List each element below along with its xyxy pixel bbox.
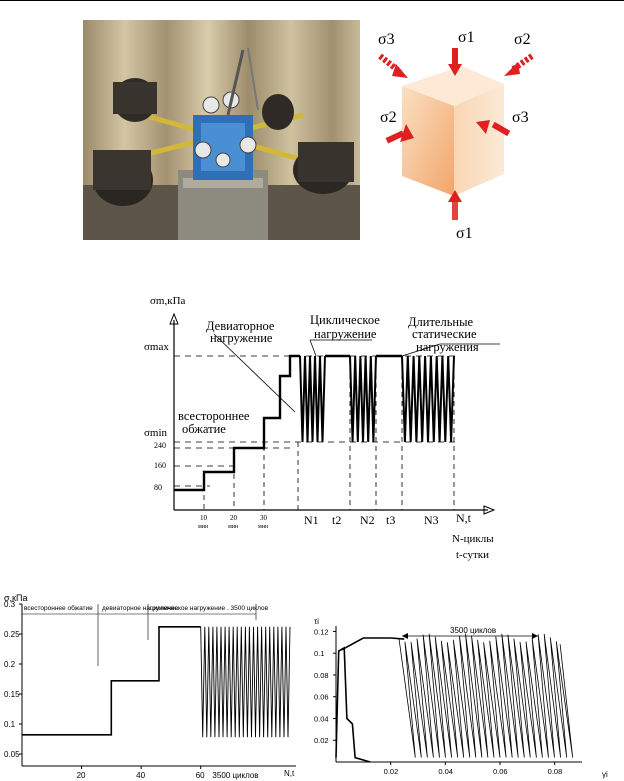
stage-label: N,t: [456, 511, 472, 525]
annotation-cycles: 3500 циклов: [450, 626, 496, 635]
stress-time-chart: σ,кПа 0.3 0.25 0.2 0.15 0.1 0.05 20 40 60 3500 ц…: [4, 593, 296, 780]
y-tick-label: 0.05: [4, 750, 20, 759]
sigma-label: σ1: [458, 29, 475, 46]
y-tick-label: 0.12: [314, 627, 329, 636]
x-axis-label: N,t: [284, 769, 295, 778]
y-tick-label: 0.06: [314, 693, 329, 702]
cycle-mark: [401, 355, 455, 443]
y-tick-label: 0.04: [314, 714, 329, 723]
x-tick-unit: мин: [258, 524, 269, 530]
stage-label: N3: [424, 513, 439, 527]
page-top-rule: [0, 0, 624, 1]
cycle-mark: [299, 355, 326, 443]
stage-label: циклическое нагружение . 3500 циклов: [150, 605, 269, 612]
annotation-longterm: Длительные: [408, 315, 473, 329]
sigma-label: σ2: [380, 109, 397, 126]
legend-n: N-циклы: [452, 533, 494, 545]
y-tick-label: 0.15: [4, 690, 20, 699]
x-tick-label: 10: [200, 514, 208, 522]
sigma-label: σ3: [378, 31, 395, 48]
x-tick-label: 20: [230, 514, 238, 522]
sigma2-left-arrow: [385, 124, 414, 144]
annotation-longterm: нагружения: [416, 340, 479, 354]
cyclic-loading-group-1: [299, 355, 326, 443]
y-tick-label: 240: [154, 441, 166, 450]
x-tick-label: 40: [136, 771, 145, 780]
cycle-mark: [349, 355, 377, 443]
stage-label: всестороннее обжатие: [24, 604, 93, 612]
series-upper-path: [341, 637, 405, 651]
sigma-label: σ1: [456, 225, 473, 240]
sigma-label: σ3: [512, 109, 529, 126]
y-tick-label: 0.02: [314, 736, 329, 745]
loading-scheme-diagram: σm,кПа σmax σmin 240 160 80 Девиаторное …: [144, 296, 500, 561]
annotation-longterm: статические: [412, 327, 477, 341]
annotation-allround: обжатие: [182, 422, 226, 436]
annotation-deviatoric: нагружение: [210, 331, 273, 345]
annotation-deviatoric: Девиаторное: [206, 319, 275, 333]
sigma-label: σ2: [514, 31, 531, 48]
sigma1-top-arrow: [448, 48, 462, 76]
x-tick-label: 3500 циклов: [212, 771, 258, 780]
y-axis-label: τi: [314, 617, 319, 626]
sigma1-bottom-arrow: [448, 190, 462, 220]
y-max-label: σmax: [144, 341, 169, 353]
x-tick-label: 0.04: [438, 767, 453, 776]
stage-label: t3: [386, 513, 395, 527]
stage-label: девиаторное нагружение: [102, 605, 178, 612]
stress-cube-diagram: σ3 σ1 σ2 σ2 σ3 σ1: [378, 29, 534, 240]
stage-label: N2: [360, 513, 375, 527]
y-tick-label: 0.3: [4, 600, 16, 609]
legend-t: t-сутки: [456, 549, 489, 561]
x-tick-label: 0.06: [493, 767, 508, 776]
annotation-allround: всестороннее: [178, 409, 250, 423]
shear-strain-chart: τi 0.12 0.1 0.08 0.06 0.04 0.02 0.02 0.04 0.06 0…: [314, 617, 608, 779]
x-tick-label: 30: [260, 514, 268, 522]
series-steps: [22, 625, 201, 736]
stage-label: N1: [304, 513, 319, 527]
y-axis-label: σ,кПа: [4, 593, 27, 603]
x-tick-unit: мин: [198, 524, 209, 530]
x-axis-label: γi: [602, 770, 608, 779]
sigma3-right-arrow: [476, 120, 511, 137]
y-tick-label: 0.1: [4, 720, 16, 729]
stage-label: t2: [332, 513, 341, 527]
allround-staircase: [174, 354, 300, 492]
cyclic-loading-group-3: [401, 355, 455, 443]
x-tick-label: 0.02: [384, 767, 399, 776]
x-tick-label: 20: [77, 771, 86, 780]
sigma3-left-arrow: [378, 53, 408, 78]
series-initial-path: [335, 646, 371, 763]
y-tick-label: 0.2: [4, 660, 16, 669]
y-tick-label: 0.08: [314, 671, 329, 680]
y-axis-label: σm,кПа: [150, 296, 186, 307]
series-hysteresis: [398, 633, 574, 758]
y-min-label: σmin: [144, 427, 168, 439]
annotation-cyclic: нагружение: [314, 327, 377, 341]
y-tick-label: 160: [154, 461, 166, 470]
x-tick-label: 0.08: [548, 767, 563, 776]
x-tick-label: 60: [196, 771, 205, 780]
y-tick-label: 0.25: [4, 630, 20, 639]
sigma2-right-arrow: [504, 53, 534, 76]
series-oscillation: [200, 626, 291, 738]
cyclic-loading-group-2: [349, 355, 377, 443]
apparatus-photo: [83, 20, 360, 240]
y-tick-label: 80: [154, 483, 162, 492]
annotation-cyclic: Циклическое: [310, 313, 380, 327]
y-tick-label: 0.1: [314, 649, 324, 658]
x-tick-unit: мин: [228, 524, 239, 530]
